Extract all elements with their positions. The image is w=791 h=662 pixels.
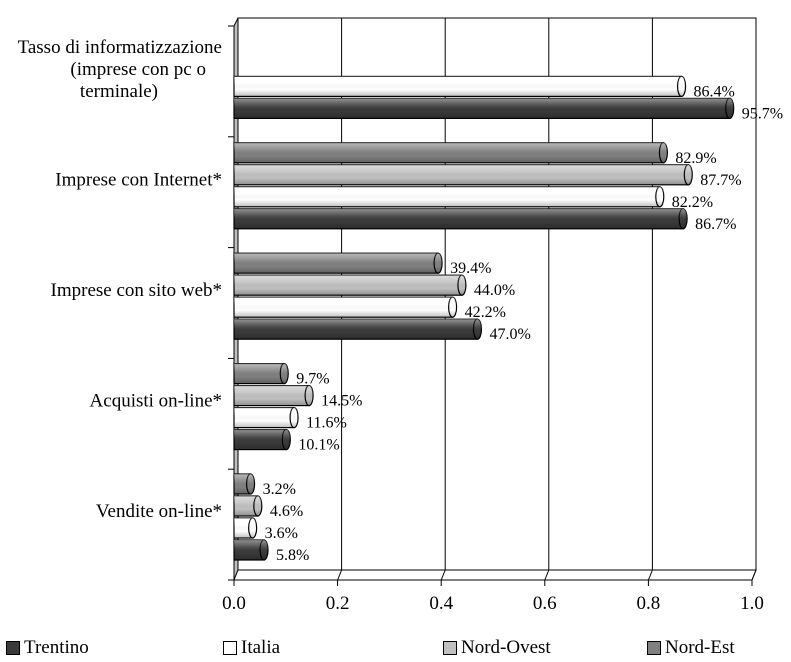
legend-label: Trentino xyxy=(24,637,89,658)
category-label: Tasso di informatizzazione (imprese con p… xyxy=(18,37,222,102)
category-label: Imprese con sito web* xyxy=(51,280,222,301)
bar-italia xyxy=(233,407,299,429)
data-label: 86.7% xyxy=(695,216,736,233)
x-tick-label: 0.8 xyxy=(637,593,661,614)
legend-label: Nord-Est xyxy=(665,637,735,658)
data-label: 3.6% xyxy=(265,525,298,542)
legend-label: Italia xyxy=(241,637,281,658)
data-label: 11.6% xyxy=(306,415,347,432)
bar-trentino xyxy=(233,429,291,451)
legend-swatch xyxy=(443,641,457,655)
x-tick-label: 0.2 xyxy=(326,593,350,614)
bar-italia xyxy=(233,75,687,98)
category-label: Vendite on-line* xyxy=(96,501,222,522)
data-label: 3.2% xyxy=(263,481,296,498)
legend: Trentino Italia Nord-Ovest Nord-Est xyxy=(0,632,791,662)
data-label: 10.1% xyxy=(298,437,339,454)
data-label: 82.2% xyxy=(672,194,713,211)
bar-nord-est xyxy=(233,252,443,274)
bar-nord-ovest xyxy=(233,274,467,296)
data-label: 14.5% xyxy=(321,393,362,410)
legend-item-italia: Italia xyxy=(223,638,280,658)
data-label: 42.2% xyxy=(465,304,506,321)
bar-trentino xyxy=(233,208,688,230)
bar-nord-est xyxy=(233,363,289,385)
legend-swatch xyxy=(6,641,20,655)
axes xyxy=(228,25,753,586)
bar-nord-ovest xyxy=(233,385,314,407)
bar-nord-ovest xyxy=(233,495,263,517)
bar-nord-est xyxy=(233,142,669,164)
bar-trentino xyxy=(233,97,735,120)
data-label: 4.6% xyxy=(270,503,303,520)
bar-nord-ovest xyxy=(233,164,693,186)
data-label: 82.9% xyxy=(675,150,716,167)
bars xyxy=(233,75,735,561)
data-label: 44.0% xyxy=(474,282,515,299)
data-label: 47.0% xyxy=(489,326,530,343)
data-label: 39.4% xyxy=(450,260,491,277)
x-tick-label: 1.0 xyxy=(740,593,764,614)
category-labels: Tasso di informatizzazione (imprese con p… xyxy=(18,37,222,522)
legend-swatch xyxy=(647,641,661,655)
bar-italia xyxy=(233,517,258,539)
category-label: Imprese con Internet* xyxy=(55,170,222,191)
category-label: Acquisti on-line* xyxy=(90,390,222,411)
data-label: 95.7% xyxy=(742,105,783,122)
data-label: 87.7% xyxy=(700,172,741,189)
bar-italia xyxy=(233,186,665,208)
legend-swatch xyxy=(223,641,237,655)
x-tick-labels: 0.0 0.2 0.4 0.6 0.8 1.0 xyxy=(222,593,764,614)
legend-item-nord-est: Nord-Est xyxy=(647,638,735,658)
bar-nord-est xyxy=(233,473,256,495)
bar-italia xyxy=(233,296,458,318)
data-labels: 86.4% 95.7% 82.9% 87.7% 82.2% 86.7% 39.4% 44.0%… xyxy=(263,83,783,564)
x-tick-label: 0.4 xyxy=(429,593,453,614)
legend-item-nord-ovest: Nord-Ovest xyxy=(443,638,551,658)
bar-trentino xyxy=(233,539,269,561)
data-label: 9.7% xyxy=(296,371,329,388)
x-tick-label: 0.6 xyxy=(533,593,557,614)
bar-trentino xyxy=(233,318,483,340)
data-label: 5.8% xyxy=(276,547,309,564)
x-tick-label: 0.0 xyxy=(222,593,246,614)
legend-item-trentino: Trentino xyxy=(6,638,89,658)
data-label: 86.4% xyxy=(694,83,735,100)
legend-label: Nord-Ovest xyxy=(461,637,551,658)
